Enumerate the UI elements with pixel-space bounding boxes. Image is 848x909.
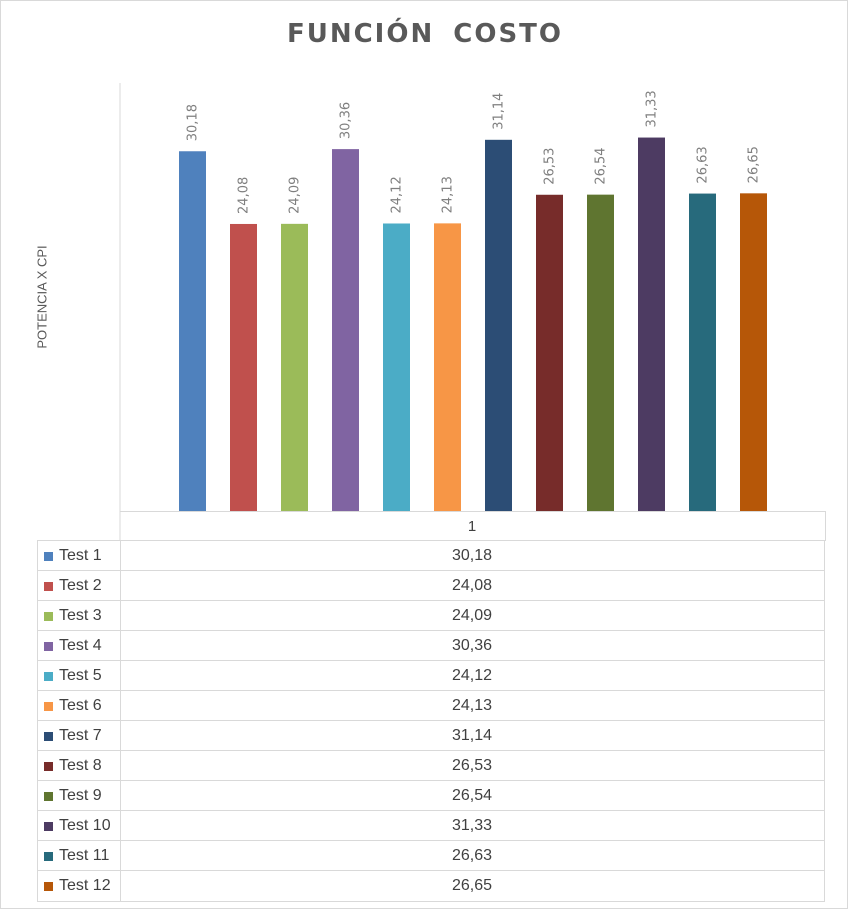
data-label: 26,54	[594, 147, 609, 184]
data-label: 24,08	[237, 177, 252, 214]
legend-cell: Test 12	[37, 871, 121, 901]
legend-cell: Test 4	[37, 631, 121, 661]
data-label: 24,12	[390, 176, 405, 213]
legend-cell: Test 9	[37, 781, 121, 811]
bar-test-7	[485, 139, 512, 511]
data-label: 30,36	[339, 102, 354, 139]
table-row: Test 3 24,09	[37, 600, 825, 631]
legend-cell: Test 7	[37, 721, 121, 751]
table-value-cell: 24,13	[120, 691, 825, 721]
legend-swatch	[44, 671, 53, 681]
bar-test-11	[689, 193, 716, 511]
bar-test-2	[230, 223, 257, 511]
table-value-cell: 31,14	[120, 721, 825, 751]
table-row: Test 10 31,33	[37, 810, 825, 841]
legend-cell: Test 3	[37, 601, 121, 631]
bar-test-10	[638, 137, 665, 512]
table-row: Test 8 26,53	[37, 750, 825, 781]
legend-series-name: Test 6	[59, 697, 102, 714]
legend-series-name: Test 5	[59, 667, 102, 684]
table-row: Test 6 24,13	[37, 690, 825, 721]
legend-series-name: Test 8	[59, 757, 102, 774]
legend-series-name: Test 12	[59, 877, 111, 894]
data-label: 26,65	[747, 146, 762, 183]
legend-swatch	[44, 821, 53, 831]
bar-test-8	[536, 194, 563, 512]
table-value-cell: 26,65	[120, 871, 825, 901]
legend-series-name: Test 9	[59, 787, 102, 804]
legend-cell: Test 8	[37, 751, 121, 781]
bar-test-1	[179, 151, 206, 511]
table-value-cell: 30,36	[120, 631, 825, 661]
data-label: 26,63	[696, 146, 711, 183]
bar-test-6	[434, 223, 461, 511]
legend-series-name: Test 7	[59, 727, 102, 744]
bar-plot: 30,18 24,08 24,09 30,36 24,12 24,13 31,14 26,53…	[119, 83, 826, 541]
table-row: Test 4 30,36	[37, 630, 825, 661]
data-label: 24,13	[441, 176, 456, 213]
chart-title: FUNCIÓN COSTO	[286, 19, 564, 49]
table-row: Test 11 26,63	[37, 840, 825, 871]
legend-swatch	[44, 641, 53, 651]
legend-series-name: Test 11	[59, 847, 110, 864]
legend-swatch	[44, 881, 53, 891]
table-row: Test 9 26,54	[37, 780, 825, 811]
table-row: Test 12 26,65	[37, 870, 825, 902]
legend-series-name: Test 1	[59, 547, 102, 564]
legend-series-name: Test 3	[59, 607, 102, 624]
legend-series-name: Test 4	[59, 637, 102, 654]
data-label: 24,09	[288, 177, 303, 214]
table-row: Test 7 31,14	[37, 720, 825, 751]
legend-series-name: Test 2	[59, 577, 102, 594]
legend-swatch	[44, 791, 53, 801]
bar-test-4	[332, 149, 359, 511]
table-value-cell: 24,09	[120, 601, 825, 631]
data-label: 31,33	[645, 90, 660, 127]
table-row: Test 5 24,12	[37, 660, 825, 691]
category-label: 1	[468, 518, 476, 535]
legend-swatch	[44, 731, 53, 741]
table-value-cell: 31,33	[120, 811, 825, 841]
table-value-cell: 24,08	[120, 571, 825, 601]
data-label: 31,14	[492, 93, 507, 130]
legend-swatch	[44, 611, 53, 621]
legend-series-name: Test 10	[59, 817, 111, 834]
table-value-cell: 26,53	[120, 751, 825, 781]
table-value-cell: 26,54	[120, 781, 825, 811]
bar-test-3	[281, 223, 308, 511]
table-row: Test 2 24,08	[37, 570, 825, 601]
table-row: Test 1 30,18	[37, 540, 825, 571]
legend-cell: Test 1	[37, 541, 121, 571]
legend-swatch	[44, 701, 53, 711]
legend-swatch	[44, 551, 53, 561]
legend-swatch	[44, 851, 53, 861]
bar-test-12	[740, 193, 767, 511]
table-value-cell: 30,18	[120, 541, 825, 571]
legend-cell: Test 6	[37, 691, 121, 721]
bar-test-5	[383, 223, 410, 511]
legend-cell: Test 10	[37, 811, 121, 841]
data-label: 30,18	[186, 104, 201, 141]
legend-swatch	[44, 581, 53, 591]
legend-cell: Test 5	[37, 661, 121, 691]
table-value-cell: 24,12	[120, 661, 825, 691]
table-value-cell: 26,63	[120, 841, 825, 871]
legend-swatch	[44, 761, 53, 771]
data-label: 26,53	[543, 148, 558, 185]
bar-test-9	[587, 194, 614, 512]
legend-cell: Test 2	[37, 571, 121, 601]
legend-cell: Test 11	[37, 841, 121, 871]
